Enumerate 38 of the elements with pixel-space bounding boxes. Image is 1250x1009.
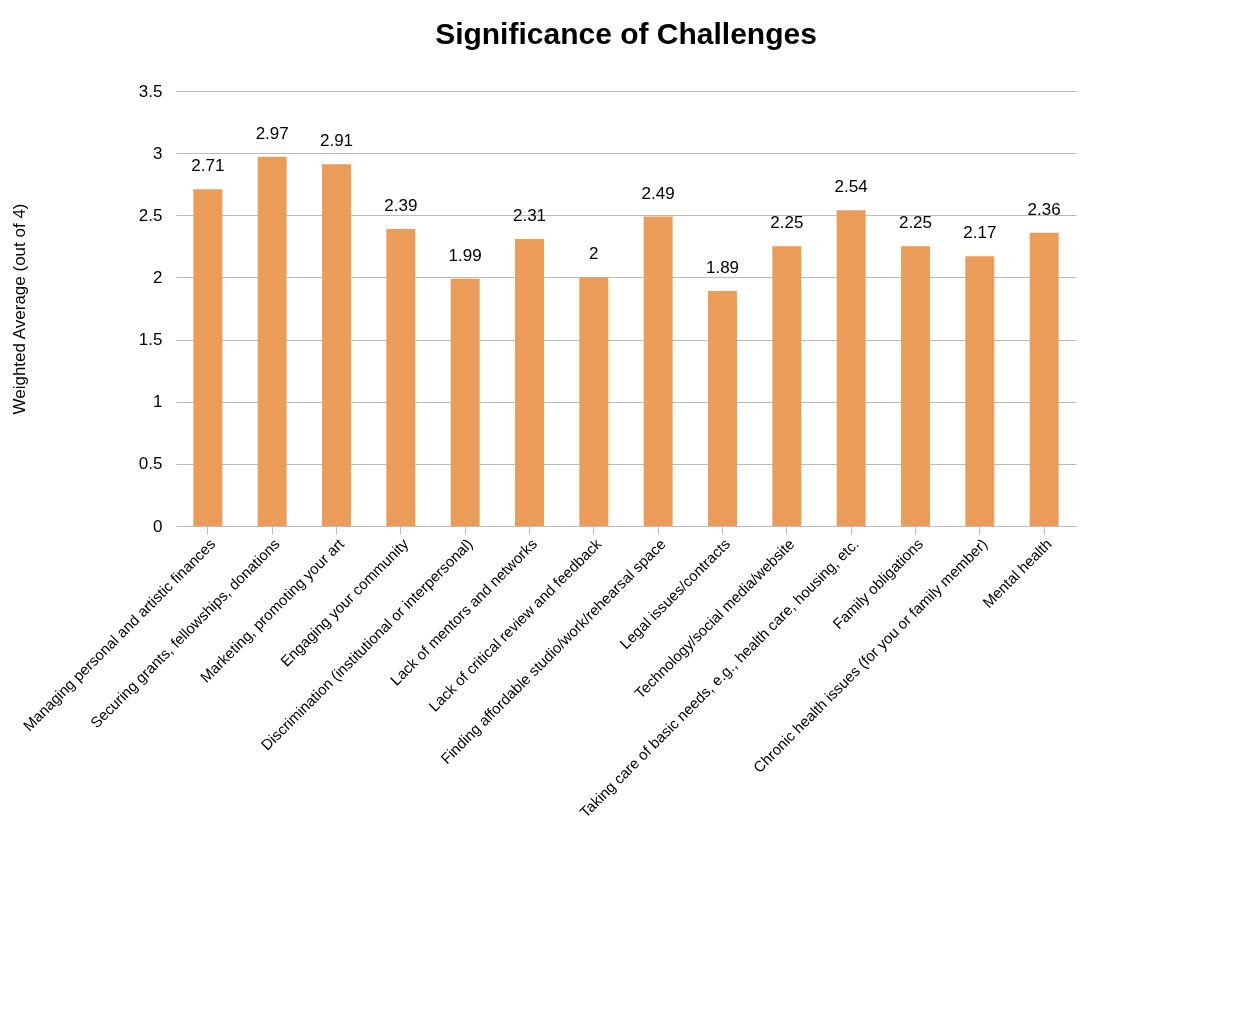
y-tick-label: 1 <box>153 392 163 412</box>
bar <box>450 278 480 526</box>
data-label: 2.31 <box>512 205 547 225</box>
y-tick-label: 0.5 <box>138 454 163 474</box>
bar <box>772 246 802 526</box>
bar <box>515 238 544 526</box>
y-axis-title: Weighted Average (out of 4) <box>9 203 29 415</box>
chart-title: Significance of Challenges <box>435 17 817 50</box>
bar <box>579 277 609 526</box>
y-tick-label: 0 <box>153 516 163 536</box>
y-tick-label: 2 <box>153 267 163 287</box>
bar <box>965 256 995 526</box>
data-label: 2.54 <box>834 177 868 197</box>
bar <box>1029 232 1059 526</box>
bar <box>322 164 351 526</box>
data-label: 2.49 <box>641 183 675 203</box>
bar <box>901 246 930 526</box>
data-label: 2.36 <box>1027 199 1061 219</box>
data-label: 1.89 <box>705 258 740 278</box>
data-label: 2.17 <box>963 223 997 243</box>
y-tick-label: 2.5 <box>138 205 163 225</box>
data-label: 1.99 <box>448 245 482 265</box>
data-label: 2.39 <box>384 195 418 215</box>
data-label: 2.25 <box>770 213 804 233</box>
bar <box>257 156 287 526</box>
data-label: 2.97 <box>255 123 289 143</box>
data-label: 2.91 <box>319 131 354 151</box>
y-tick-label: 3.5 <box>138 81 163 101</box>
bar <box>708 291 737 526</box>
bar <box>836 210 866 526</box>
data-label: 2.25 <box>898 213 933 233</box>
bar <box>193 189 223 526</box>
bar <box>386 228 416 526</box>
bar <box>643 216 673 526</box>
y-tick-label: 3 <box>153 143 163 163</box>
data-label: 2.71 <box>191 156 225 176</box>
y-tick-label: 1.5 <box>138 330 163 350</box>
data-label: 2 <box>589 244 599 264</box>
